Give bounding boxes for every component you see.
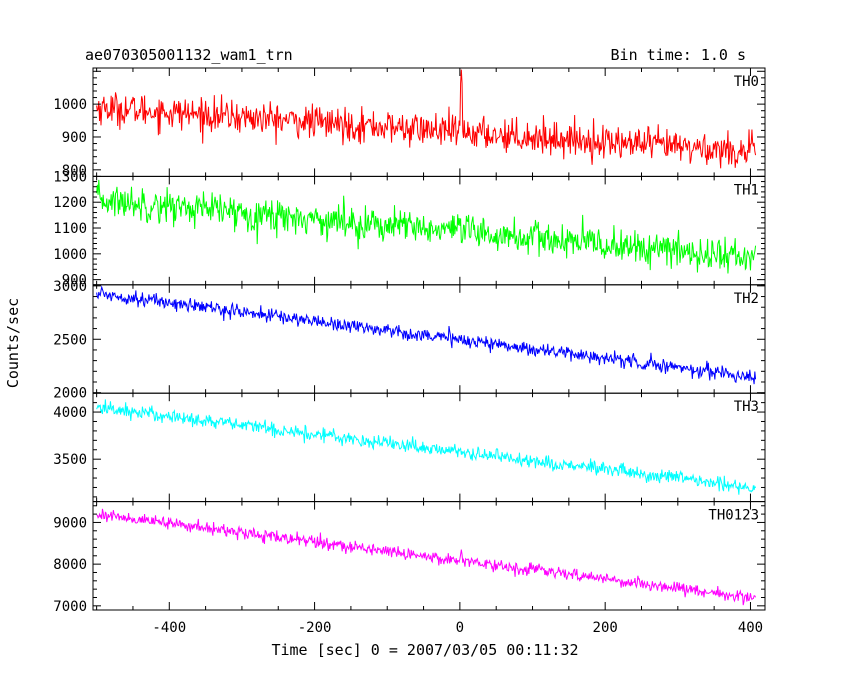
y-tick-label: 2500 [53, 332, 87, 348]
y-tick-label: 2000 [53, 386, 87, 402]
panels: 8009001000TH09001000110012001300TH120002… [53, 67, 766, 636]
panel-frame [92, 392, 766, 503]
panel-th1: 900 1000 1100 1200 1300 TH1 [53, 169, 766, 289]
y-tick-label: 1000 [53, 247, 87, 263]
y-tick-label: 3000 [53, 279, 87, 295]
x-tick-label: 200 [593, 620, 618, 636]
panel-label-th0: TH0 [734, 74, 759, 90]
series-line-th2 [96, 285, 757, 385]
x-tick-label: -200 [298, 620, 332, 636]
series-line-th0123 [96, 508, 757, 606]
y-tick-label: 1000 [53, 97, 87, 113]
y-tick-label: 900 [62, 130, 87, 146]
series-line-th0 [96, 69, 757, 169]
y-tick-label: 4000 [53, 405, 87, 421]
panel-th2: 2000 2500 3000 TH2 [53, 279, 766, 402]
x-tick-label: 400 [738, 620, 763, 636]
y-tick-label: 3500 [53, 452, 87, 468]
panel-label-th0123: TH0123 [708, 508, 759, 524]
y-tick-label: 8000 [53, 557, 87, 573]
bin-time-label: Bin time: 1.0 s [611, 46, 746, 64]
panel-label-th2: TH2 [734, 291, 759, 307]
panel-th3: 3500 4000 TH3 [53, 392, 766, 503]
series-line-th3 [96, 399, 757, 495]
x-axis-label: Time [sec] 0 = 2007/03/05 00:11:32 [271, 641, 578, 659]
y-tick-label: 7000 [53, 599, 87, 615]
panel-label-th1: TH1 [734, 182, 759, 198]
x-tick-label: 0 [456, 620, 464, 636]
y-axis-label: Counts/sec [4, 298, 22, 388]
panel-frame [92, 284, 766, 394]
panel-th0: 800 900 1000 TH0 [53, 67, 766, 179]
series-line-th1 [96, 179, 757, 274]
chart-title: ae070305001132_wam1_trn [85, 46, 293, 64]
y-tick-label: 1200 [53, 195, 87, 211]
y-tick-label: 9000 [53, 515, 87, 531]
x-tick-label: -400 [152, 620, 186, 636]
y-tick-label: 800 [62, 163, 87, 179]
y-tick-label: 900 [62, 273, 87, 289]
y-tick-label: 1100 [53, 221, 87, 237]
panel-label-th3: TH3 [734, 399, 759, 415]
panel-th0123: 7000 8000 9000 TH0123 [53, 501, 766, 615]
y-tick-label: 1300 [53, 169, 87, 185]
